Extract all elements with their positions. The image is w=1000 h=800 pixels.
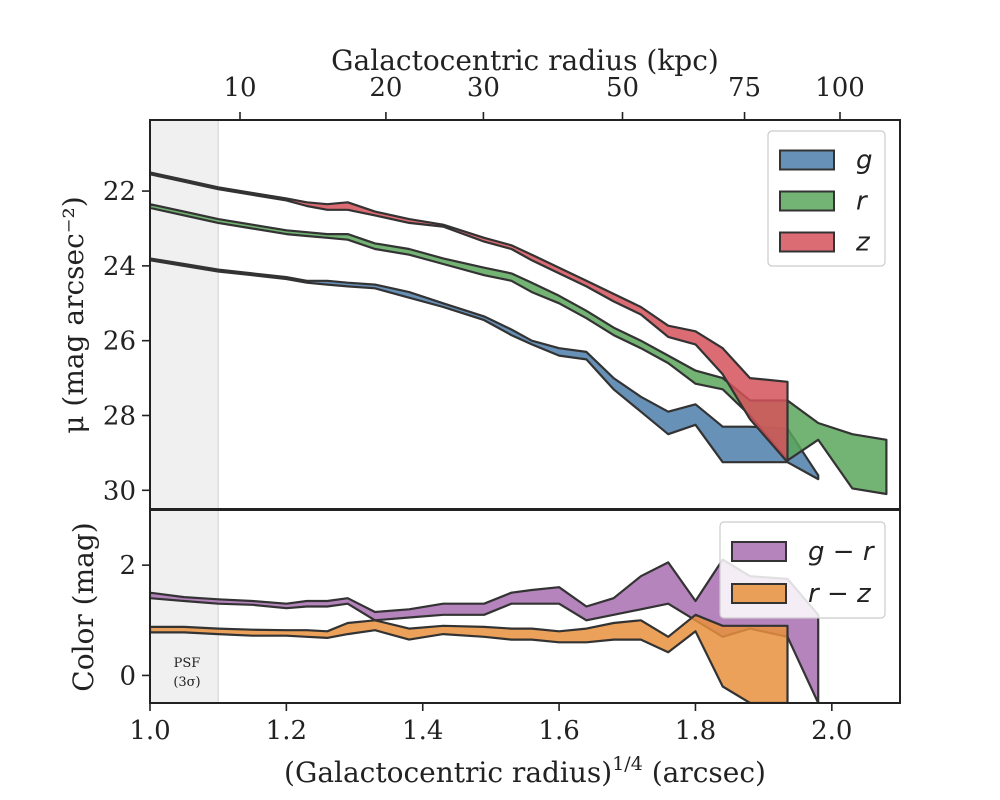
y-tick-label: 28 [103, 401, 136, 431]
bottom-axes-frame [149, 509, 901, 704]
bottom-y-ticks: 02 [119, 551, 150, 691]
x-axis-label: (Galactocentric radius)1/4 (arcsec) [284, 753, 766, 789]
top-tick-label: 10 [223, 73, 256, 103]
top-tick-label: 20 [369, 73, 402, 103]
top-x-axis-label: Galactocentric radius (kpc) [331, 44, 719, 77]
top-y-axis-label: μ (mag arcsec⁻²) [57, 196, 90, 433]
legend-swatch [731, 541, 787, 562]
y-tick-label: 2 [119, 551, 136, 581]
y-tick-label: 24 [103, 252, 136, 282]
top-legend: grz [767, 130, 886, 267]
legend-swatch [779, 149, 835, 171]
x-tick-label: 1.2 [266, 716, 307, 746]
top-tick-label: 100 [815, 73, 865, 103]
legend-label: r − z [808, 579, 872, 609]
legend-label: g [856, 146, 873, 176]
psf-annotation-line2: (3σ) [173, 675, 200, 690]
x-tick-label: 1.0 [129, 716, 170, 746]
band-g [150, 257, 820, 481]
top-secondary-x-ticks: 10 20 30 50 75 100 [223, 73, 865, 120]
bottom-legend: g − r r − z [719, 521, 886, 619]
band-z [150, 171, 789, 464]
top-panel: 22 24 26 28 30 10 20 30 50 75 100 Galactocentric … [57, 44, 901, 510]
x-tick-label: 1.6 [538, 716, 579, 746]
y-tick-label: 0 [119, 661, 136, 691]
x-tick-label: 2.0 [811, 716, 852, 746]
legend-swatch [731, 583, 787, 604]
legend-label: z [855, 228, 871, 258]
top-series-layer [150, 171, 888, 496]
psf-shade-top [149, 119, 219, 510]
bottom-panel: 02 1.0 1.2 1.4 1.6 1.8 2.0 Color (mag) PSF (3… [67, 509, 901, 789]
top-tick-label: 30 [467, 73, 500, 103]
bottom-series-layer [150, 558, 820, 703]
legend-swatch [779, 190, 835, 212]
legend-swatch [779, 231, 835, 253]
legend-label: r [856, 187, 869, 217]
y-tick-label: 22 [103, 177, 136, 207]
y-tick-label: 30 [103, 476, 136, 506]
band-g-r [150, 558, 820, 703]
y-tick-label: 26 [103, 327, 136, 357]
legend-label: g − r [808, 537, 876, 567]
x-tick-label: 1.4 [402, 716, 443, 746]
band-r [150, 203, 888, 496]
psf-annotation-line1: PSF [174, 656, 201, 671]
top-y-ticks: 22 24 26 28 30 [103, 177, 150, 506]
x-tick-label: 1.8 [675, 716, 716, 746]
bottom-y-axis-label: Color (mag) [67, 522, 100, 691]
top-tick-label: 50 [606, 73, 639, 103]
band-r-z [150, 613, 789, 703]
top-tick-label: 75 [728, 73, 761, 103]
bottom-x-ticks: 1.0 1.2 1.4 1.6 1.8 2.0 [129, 703, 852, 746]
